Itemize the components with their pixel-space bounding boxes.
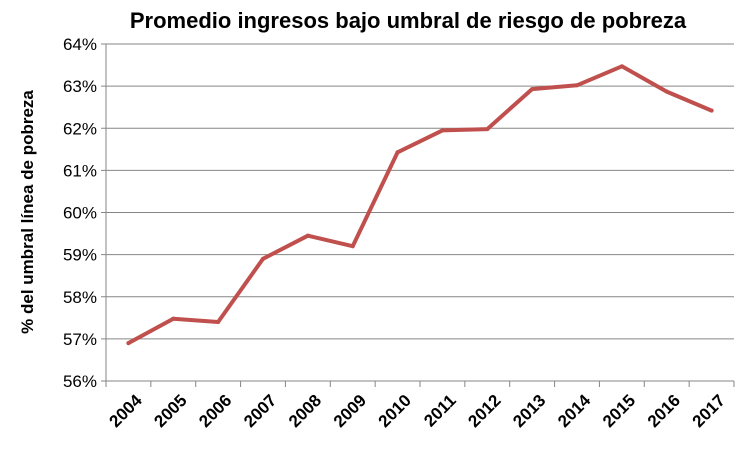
y-tick-label: 61%	[63, 161, 97, 180]
y-tick-label: 58%	[63, 288, 97, 307]
data-point	[305, 233, 310, 238]
y-tick-label: 57%	[63, 330, 97, 349]
x-tick-label: 2015	[599, 391, 639, 431]
data-point	[709, 108, 714, 113]
data-point	[395, 150, 400, 155]
y-tick-label: 56%	[63, 372, 97, 391]
y-tick-label: 64%	[63, 35, 97, 54]
x-tick-label: 2013	[509, 391, 549, 431]
y-tick-label: 62%	[63, 119, 97, 138]
x-tick-label: 2007	[240, 391, 280, 431]
x-tick-label: 2006	[195, 391, 235, 431]
x-tick-label: 2005	[150, 391, 190, 431]
series-line	[126, 64, 714, 346]
x-tick-label: 2010	[375, 391, 415, 431]
data-point	[171, 316, 176, 321]
y-tick-labels: 56% 57% 58% 59% 60% 61% 62% 63% 64%	[63, 35, 97, 391]
x-tick-label: 2008	[285, 391, 325, 431]
data-point	[350, 244, 355, 249]
x-tick-label: 2009	[330, 391, 370, 431]
x-tick-label: 2012	[464, 391, 504, 431]
data-point	[440, 128, 445, 133]
x-tick-label: 2014	[554, 390, 595, 431]
x-tick-label: 2004	[106, 390, 147, 431]
y-axis-label: % del umbral línea de pobreza	[18, 90, 37, 334]
data-point	[261, 256, 265, 261]
data-point	[485, 127, 490, 132]
data-point	[619, 64, 624, 69]
gridlines	[101, 43, 735, 387]
data-point	[216, 320, 221, 325]
x-tick-label: 2011	[420, 391, 460, 431]
data-point	[664, 89, 669, 94]
data-point	[575, 83, 579, 88]
chart-title: Promedio ingresos bajo umbral de riesgo …	[130, 8, 687, 33]
data-point	[530, 87, 535, 92]
series-layer	[126, 64, 714, 346]
y-tick-label: 59%	[63, 246, 97, 265]
x-tick-label: 2017	[689, 391, 729, 431]
x-tick-labels: 2004 2005 2006 2007 2008 2009 2010 2011 2012 2013…	[106, 390, 729, 431]
x-tick-label: 2016	[644, 391, 684, 431]
data-point	[126, 341, 131, 346]
y-tick-label: 60%	[63, 204, 97, 223]
y-tick-label: 63%	[63, 77, 97, 96]
